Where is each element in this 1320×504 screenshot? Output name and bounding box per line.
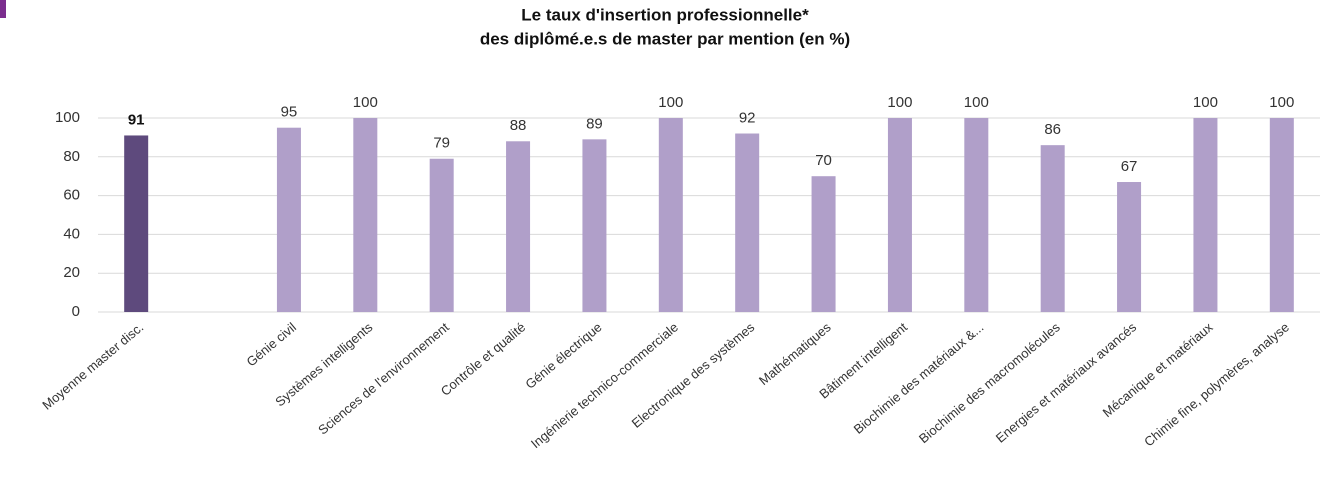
data-label: 70 [815, 152, 832, 169]
chart-title: Le taux d'insertion professionnelle* [521, 5, 809, 24]
bar [1193, 118, 1218, 312]
x-tick-label: Sciences de l'environnement [315, 319, 452, 437]
bar [353, 118, 378, 312]
data-label: 100 [1193, 94, 1218, 111]
x-tick-label: Mathématiques [756, 319, 834, 388]
y-tick-label: 100 [55, 109, 80, 126]
data-label: 100 [658, 94, 683, 111]
x-tick-label: Electronique des systèmes [629, 319, 758, 431]
bar [1269, 118, 1294, 312]
data-label: 86 [1044, 121, 1061, 138]
bar [964, 118, 989, 312]
data-label: 67 [1121, 158, 1138, 175]
bar [124, 135, 149, 312]
data-label: 100 [1269, 94, 1294, 111]
x-tick-label: Ingénierie technico-commerciale [528, 319, 681, 451]
data-label: 91 [128, 111, 145, 128]
data-label: 89 [586, 115, 603, 132]
y-tick-label: 0 [72, 303, 80, 320]
data-label: 95 [281, 104, 298, 121]
x-tick-label: Energies et matériaux avancés [993, 319, 1140, 446]
data-label: 92 [739, 109, 756, 126]
x-tick-label: Génie électrique [522, 319, 604, 391]
bar [1117, 182, 1142, 312]
data-label: 79 [433, 135, 450, 152]
y-tick-label: 60 [63, 187, 80, 204]
x-tick-label: Moyenne master disc. [39, 319, 146, 412]
bar [506, 141, 531, 312]
bar [811, 176, 836, 312]
bar [582, 139, 607, 312]
bar [735, 133, 760, 312]
data-label: 88 [510, 117, 527, 134]
bar [429, 158, 454, 312]
y-tick-label: 80 [63, 148, 80, 165]
bar [1040, 145, 1065, 312]
bar [887, 118, 912, 312]
corner-mark [0, 0, 6, 18]
chart-title: des diplômé.e.s de master par mention (e… [480, 29, 850, 48]
y-tick-label: 40 [63, 225, 80, 242]
data-label: 100 [353, 94, 378, 111]
x-tick-label: Biochimie des matériaux &... [851, 319, 987, 436]
data-label: 100 [964, 94, 989, 111]
bar [276, 127, 301, 312]
x-tick-label: Génie civil [243, 319, 299, 369]
y-tick-label: 20 [63, 264, 80, 281]
x-tick-label: Biochimie des macromolécules [916, 319, 1063, 446]
data-label: 100 [887, 94, 912, 111]
bar [658, 118, 683, 312]
x-tick-label: Chimie fine, polymères, analyse [1141, 319, 1292, 449]
